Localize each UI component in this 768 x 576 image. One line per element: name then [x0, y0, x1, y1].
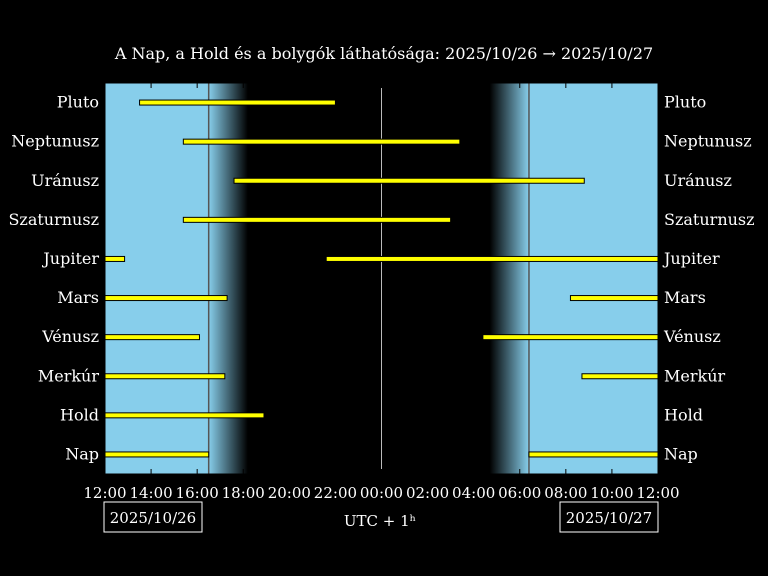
row-label-right-10: Nap — [664, 444, 698, 463]
visibility-bar-7-1 — [104, 334, 200, 341]
row-label-right-7: Vénusz — [663, 327, 721, 346]
row-label-left-1: Pluto — [57, 93, 99, 112]
x-tick-label-7: 00:00 — [360, 484, 403, 502]
visibility-bar-10-1 — [104, 451, 210, 458]
row-label-left-7: Vénusz — [41, 327, 99, 346]
row-label-right-8: Merkúr — [664, 366, 726, 385]
visibility-bar-3-1 — [233, 177, 585, 184]
x-tick-label-9: 04:00 — [452, 484, 495, 502]
end-date-box — [559, 501, 659, 533]
visibility-bar-6-1 — [104, 295, 228, 302]
visibility-bar-6-2 — [569, 295, 659, 302]
visibility-bar-10-2 — [528, 451, 659, 458]
x-tick-label-5: 20:00 — [268, 484, 311, 502]
x-tick-labels: 12:00 14:00 16:00 18:00 20:00 22:00 00:00 02:00… — [83, 484, 679, 502]
x-axis-label: UTC + 1ʰ — [344, 512, 416, 530]
visibility-bar-1-1 — [139, 99, 336, 106]
visibility-bar-7-2 — [482, 334, 659, 341]
visibility-bar-4-1 — [182, 216, 452, 223]
row-label-left-2: Neptunusz — [11, 132, 99, 151]
day-region-end — [528, 83, 658, 474]
row-label-right-6: Mars — [664, 288, 706, 307]
visibility-bar-8-2 — [581, 373, 659, 380]
x-tick-label-2: 14:00 — [129, 484, 172, 502]
row-labels: Pluto Pluto Neptunusz Neptunusz Uránusz Uránu… — [8, 93, 754, 464]
x-tick-label-8: 02:00 — [406, 484, 449, 502]
visibility-bar-5-2 — [325, 255, 659, 262]
row-label-left-3: Uránusz — [31, 171, 99, 190]
row-label-right-5: Jupiter — [662, 249, 720, 268]
start-date-label: 2025/10/26 — [110, 509, 196, 527]
chart-title: A Nap, a Hold és a bolygók láthatósága: … — [114, 44, 653, 63]
visibility-bar-9-1 — [104, 412, 265, 419]
row-label-right-9: Hold — [664, 405, 703, 424]
row-label-left-6: Mars — [57, 288, 99, 307]
row-label-right-3: Uránusz — [664, 171, 732, 190]
visibility-bar-5-1 — [104, 255, 126, 262]
row-label-left-9: Hold — [60, 405, 99, 424]
x-tick-label-1: 12:00 — [83, 484, 126, 502]
visibility-bar-2-1 — [182, 138, 461, 145]
x-tick-label-11: 08:00 — [544, 484, 587, 502]
row-label-right-4: Szaturnusz — [664, 210, 755, 229]
x-tick-label-12: 10:00 — [590, 484, 633, 502]
row-label-left-4: Szaturnusz — [8, 210, 99, 229]
visibility-bars — [104, 99, 659, 458]
x-tick-label-4: 18:00 — [222, 484, 265, 502]
row-label-left-10: Nap — [65, 444, 99, 463]
night-region — [247, 83, 490, 474]
row-label-left-5: Jupiter — [41, 249, 99, 268]
sky-background — [105, 83, 658, 474]
dawn-gradient — [489, 83, 529, 474]
row-label-left-8: Merkúr — [38, 366, 100, 385]
x-tick-label-13: 12:00 — [636, 484, 679, 502]
day-region-start — [105, 83, 209, 474]
visibility-bar-8-1 — [104, 373, 226, 380]
x-tick-label-10: 06:00 — [498, 484, 541, 502]
end-date-label: 2025/10/27 — [566, 509, 652, 527]
axes — [104, 82, 659, 475]
start-date-box — [103, 501, 203, 533]
x-tick-label-6: 22:00 — [314, 484, 357, 502]
row-label-right-2: Neptunusz — [664, 132, 752, 151]
x-tick-label-3: 16:00 — [176, 484, 219, 502]
row-label-right-1: Pluto — [664, 93, 706, 112]
dusk-gradient — [208, 83, 248, 474]
